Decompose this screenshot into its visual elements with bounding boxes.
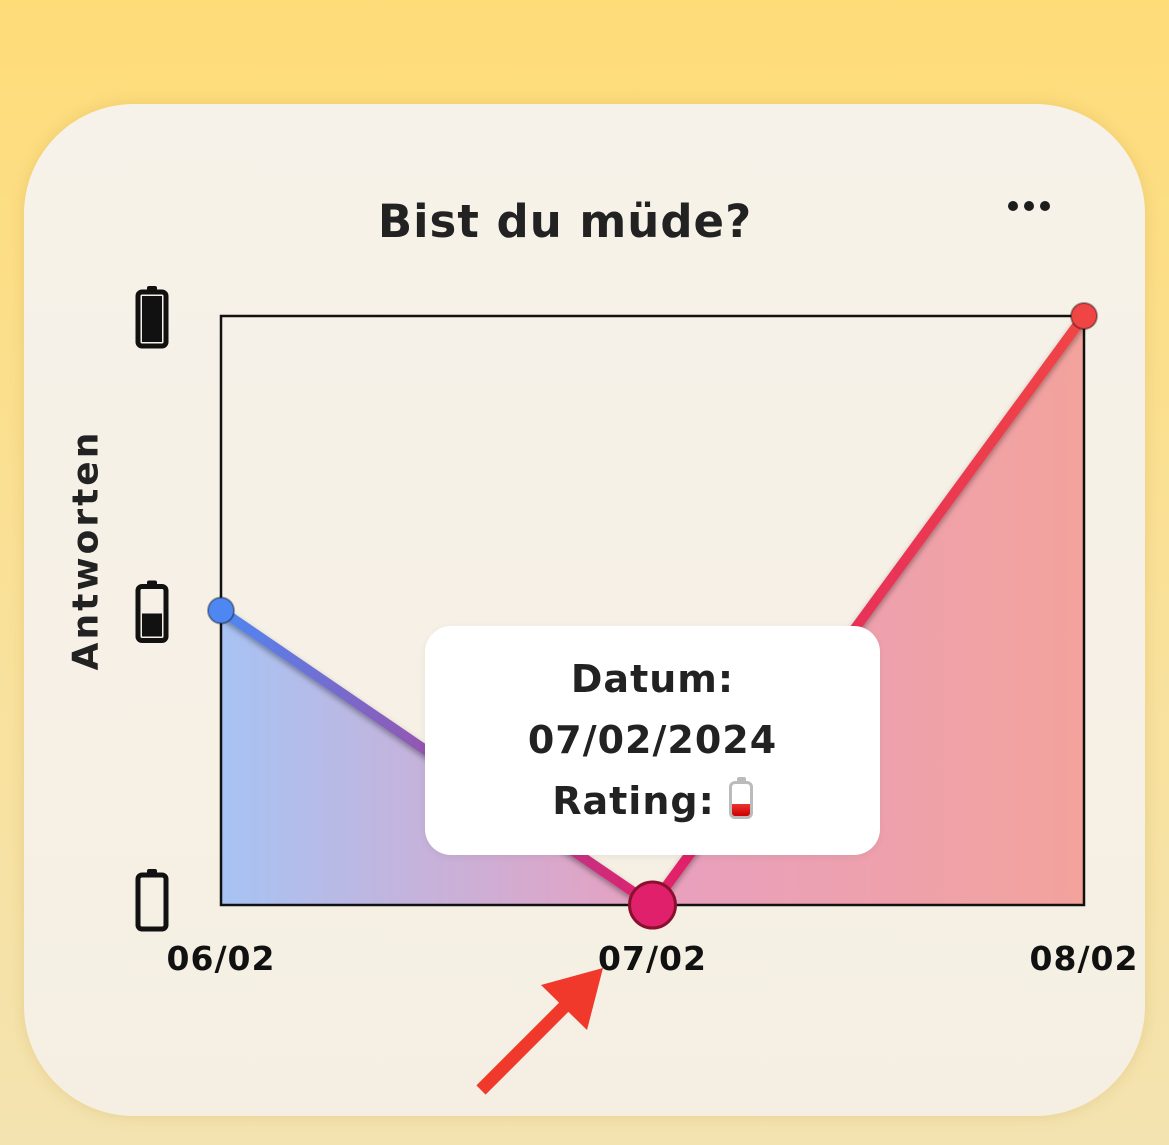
low-battery-icon bbox=[728, 776, 753, 819]
battery-empty-icon bbox=[135, 869, 169, 932]
x-tick-label: 07/02 bbox=[598, 939, 707, 978]
more-options-button[interactable] bbox=[996, 186, 1062, 226]
data-point[interactable] bbox=[1070, 302, 1098, 330]
x-tick-label: 08/02 bbox=[1030, 939, 1139, 978]
tooltip-rating-row: Rating: bbox=[552, 771, 753, 832]
tooltip-date-label: Datum: bbox=[570, 657, 735, 701]
selected-data-point[interactable] bbox=[628, 880, 677, 930]
data-point[interactable] bbox=[207, 596, 235, 625]
more-dot bbox=[1024, 201, 1034, 211]
battery-full-icon bbox=[135, 286, 169, 349]
red-arrow-icon bbox=[476, 968, 603, 1095]
tooltip-rating-label: Rating: bbox=[552, 779, 715, 823]
chart-title: Bist du müde? bbox=[377, 195, 753, 248]
more-horizontal-icon bbox=[1008, 201, 1018, 211]
more-dot bbox=[1040, 201, 1050, 211]
tooltip-date-value: 07/02/2024 bbox=[527, 718, 778, 762]
data-tooltip: Datum: 07/02/2024 Rating: bbox=[425, 626, 880, 855]
battery-half-icon bbox=[135, 580, 169, 643]
x-tick-label: 06/02 bbox=[167, 939, 276, 978]
